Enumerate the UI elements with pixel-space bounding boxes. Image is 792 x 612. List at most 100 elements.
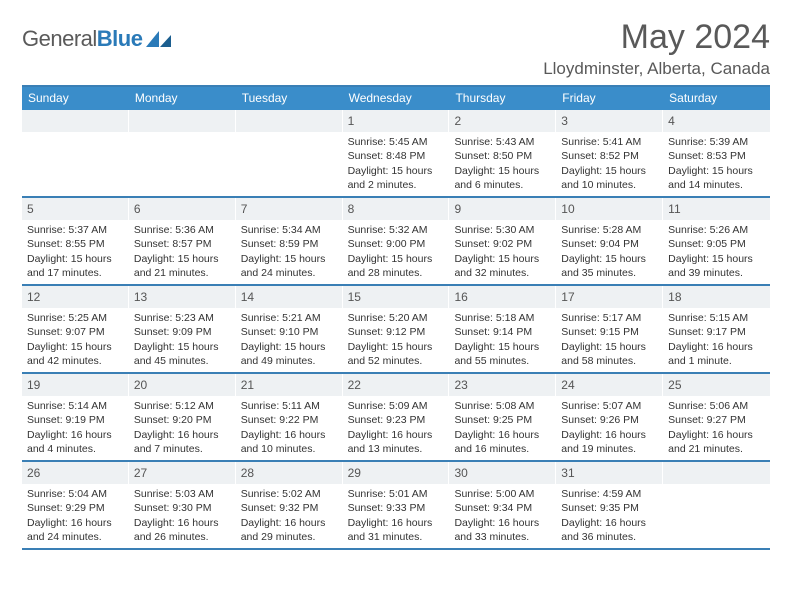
day-number: 24 [556,374,663,396]
day-number [129,110,236,132]
day-number: 5 [22,198,129,220]
day-details: Sunrise: 5:00 AMSunset: 9:34 PMDaylight:… [449,484,556,548]
day-details: Sunrise: 4:59 AMSunset: 9:35 PMDaylight:… [556,484,663,548]
day-number: 3 [556,110,663,132]
day-number: 9 [449,198,556,220]
week-row: 19Sunrise: 5:14 AMSunset: 9:19 PMDayligh… [22,374,770,462]
day-cell: 13Sunrise: 5:23 AMSunset: 9:09 PMDayligh… [129,286,236,372]
day-number [663,462,770,484]
day-number [22,110,129,132]
day-cell [22,110,129,196]
day-details: Sunrise: 5:39 AMSunset: 8:53 PMDaylight:… [663,132,770,196]
day-cell: 30Sunrise: 5:00 AMSunset: 9:34 PMDayligh… [449,462,556,548]
day-cell: 9Sunrise: 5:30 AMSunset: 9:02 PMDaylight… [449,198,556,284]
day-cell: 6Sunrise: 5:36 AMSunset: 8:57 PMDaylight… [129,198,236,284]
day-number: 1 [343,110,450,132]
day-cell: 10Sunrise: 5:28 AMSunset: 9:04 PMDayligh… [556,198,663,284]
day-number: 25 [663,374,770,396]
day-details: Sunrise: 5:09 AMSunset: 9:23 PMDaylight:… [343,396,450,460]
weekday-header-row: SundayMondayTuesdayWednesdayThursdayFrid… [22,87,770,110]
month-title: May 2024 [543,18,770,57]
weekday-header: Monday [129,87,236,110]
day-number: 15 [343,286,450,308]
day-details: Sunrise: 5:25 AMSunset: 9:07 PMDaylight:… [22,308,129,372]
day-number: 23 [449,374,556,396]
day-number: 20 [129,374,236,396]
title-block: May 2024 Lloydminster, Alberta, Canada [543,18,770,79]
day-details: Sunrise: 5:34 AMSunset: 8:59 PMDaylight:… [236,220,343,284]
day-cell: 2Sunrise: 5:43 AMSunset: 8:50 PMDaylight… [449,110,556,196]
day-details: Sunrise: 5:36 AMSunset: 8:57 PMDaylight:… [129,220,236,284]
week-row: 1Sunrise: 5:45 AMSunset: 8:48 PMDaylight… [22,110,770,198]
day-details: Sunrise: 5:45 AMSunset: 8:48 PMDaylight:… [343,132,450,196]
day-details: Sunrise: 5:37 AMSunset: 8:55 PMDaylight:… [22,220,129,284]
day-number: 7 [236,198,343,220]
day-cell: 18Sunrise: 5:15 AMSunset: 9:17 PMDayligh… [663,286,770,372]
day-details: Sunrise: 5:30 AMSunset: 9:02 PMDaylight:… [449,220,556,284]
day-cell: 16Sunrise: 5:18 AMSunset: 9:14 PMDayligh… [449,286,556,372]
day-cell: 29Sunrise: 5:01 AMSunset: 9:33 PMDayligh… [343,462,450,548]
day-cell: 4Sunrise: 5:39 AMSunset: 8:53 PMDaylight… [663,110,770,196]
day-number: 28 [236,462,343,484]
sail-icon [146,29,172,49]
day-details: Sunrise: 5:18 AMSunset: 9:14 PMDaylight:… [449,308,556,372]
weekday-header: Wednesday [343,87,450,110]
weekday-header: Friday [556,87,663,110]
day-cell: 25Sunrise: 5:06 AMSunset: 9:27 PMDayligh… [663,374,770,460]
day-number: 2 [449,110,556,132]
week-row: 12Sunrise: 5:25 AMSunset: 9:07 PMDayligh… [22,286,770,374]
day-cell: 19Sunrise: 5:14 AMSunset: 9:19 PMDayligh… [22,374,129,460]
weekday-header: Tuesday [236,87,343,110]
day-number: 30 [449,462,556,484]
location-label: Lloydminster, Alberta, Canada [543,59,770,79]
day-number: 21 [236,374,343,396]
day-number: 17 [556,286,663,308]
day-cell: 11Sunrise: 5:26 AMSunset: 9:05 PMDayligh… [663,198,770,284]
week-row: 26Sunrise: 5:04 AMSunset: 9:29 PMDayligh… [22,462,770,550]
day-number: 13 [129,286,236,308]
week-row: 5Sunrise: 5:37 AMSunset: 8:55 PMDaylight… [22,198,770,286]
day-cell: 8Sunrise: 5:32 AMSunset: 9:00 PMDaylight… [343,198,450,284]
logo-word-blue: Blue [97,26,143,51]
day-details: Sunrise: 5:32 AMSunset: 9:00 PMDaylight:… [343,220,450,284]
day-number: 31 [556,462,663,484]
day-number: 16 [449,286,556,308]
day-cell: 31Sunrise: 4:59 AMSunset: 9:35 PMDayligh… [556,462,663,548]
day-cell: 14Sunrise: 5:21 AMSunset: 9:10 PMDayligh… [236,286,343,372]
day-details: Sunrise: 5:14 AMSunset: 9:19 PMDaylight:… [22,396,129,460]
page-header: GeneralBlue May 2024 Lloydminster, Alber… [22,18,770,79]
day-number: 11 [663,198,770,220]
weekday-header: Thursday [449,87,556,110]
day-cell: 7Sunrise: 5:34 AMSunset: 8:59 PMDaylight… [236,198,343,284]
day-cell: 24Sunrise: 5:07 AMSunset: 9:26 PMDayligh… [556,374,663,460]
day-details: Sunrise: 5:43 AMSunset: 8:50 PMDaylight:… [449,132,556,196]
calendar-grid: SundayMondayTuesdayWednesdayThursdayFrid… [22,85,770,550]
brand-logo: GeneralBlue [22,18,172,52]
day-number [236,110,343,132]
weekday-header: Saturday [663,87,770,110]
day-details: Sunrise: 5:26 AMSunset: 9:05 PMDaylight:… [663,220,770,284]
day-cell [129,110,236,196]
calendar-page: GeneralBlue May 2024 Lloydminster, Alber… [0,0,792,560]
day-details: Sunrise: 5:03 AMSunset: 9:30 PMDaylight:… [129,484,236,548]
day-details: Sunrise: 5:17 AMSunset: 9:15 PMDaylight:… [556,308,663,372]
day-number: 6 [129,198,236,220]
day-cell [236,110,343,196]
day-details: Sunrise: 5:06 AMSunset: 9:27 PMDaylight:… [663,396,770,460]
day-details: Sunrise: 5:08 AMSunset: 9:25 PMDaylight:… [449,396,556,460]
day-cell: 28Sunrise: 5:02 AMSunset: 9:32 PMDayligh… [236,462,343,548]
day-cell: 23Sunrise: 5:08 AMSunset: 9:25 PMDayligh… [449,374,556,460]
day-number: 27 [129,462,236,484]
logo-word-general: General [22,26,97,51]
day-cell: 22Sunrise: 5:09 AMSunset: 9:23 PMDayligh… [343,374,450,460]
day-cell: 5Sunrise: 5:37 AMSunset: 8:55 PMDaylight… [22,198,129,284]
day-details: Sunrise: 5:15 AMSunset: 9:17 PMDaylight:… [663,308,770,372]
weeks-container: 1Sunrise: 5:45 AMSunset: 8:48 PMDaylight… [22,110,770,550]
day-number: 29 [343,462,450,484]
day-number: 14 [236,286,343,308]
day-details: Sunrise: 5:12 AMSunset: 9:20 PMDaylight:… [129,396,236,460]
day-cell: 15Sunrise: 5:20 AMSunset: 9:12 PMDayligh… [343,286,450,372]
day-number: 22 [343,374,450,396]
day-cell: 21Sunrise: 5:11 AMSunset: 9:22 PMDayligh… [236,374,343,460]
day-number: 8 [343,198,450,220]
